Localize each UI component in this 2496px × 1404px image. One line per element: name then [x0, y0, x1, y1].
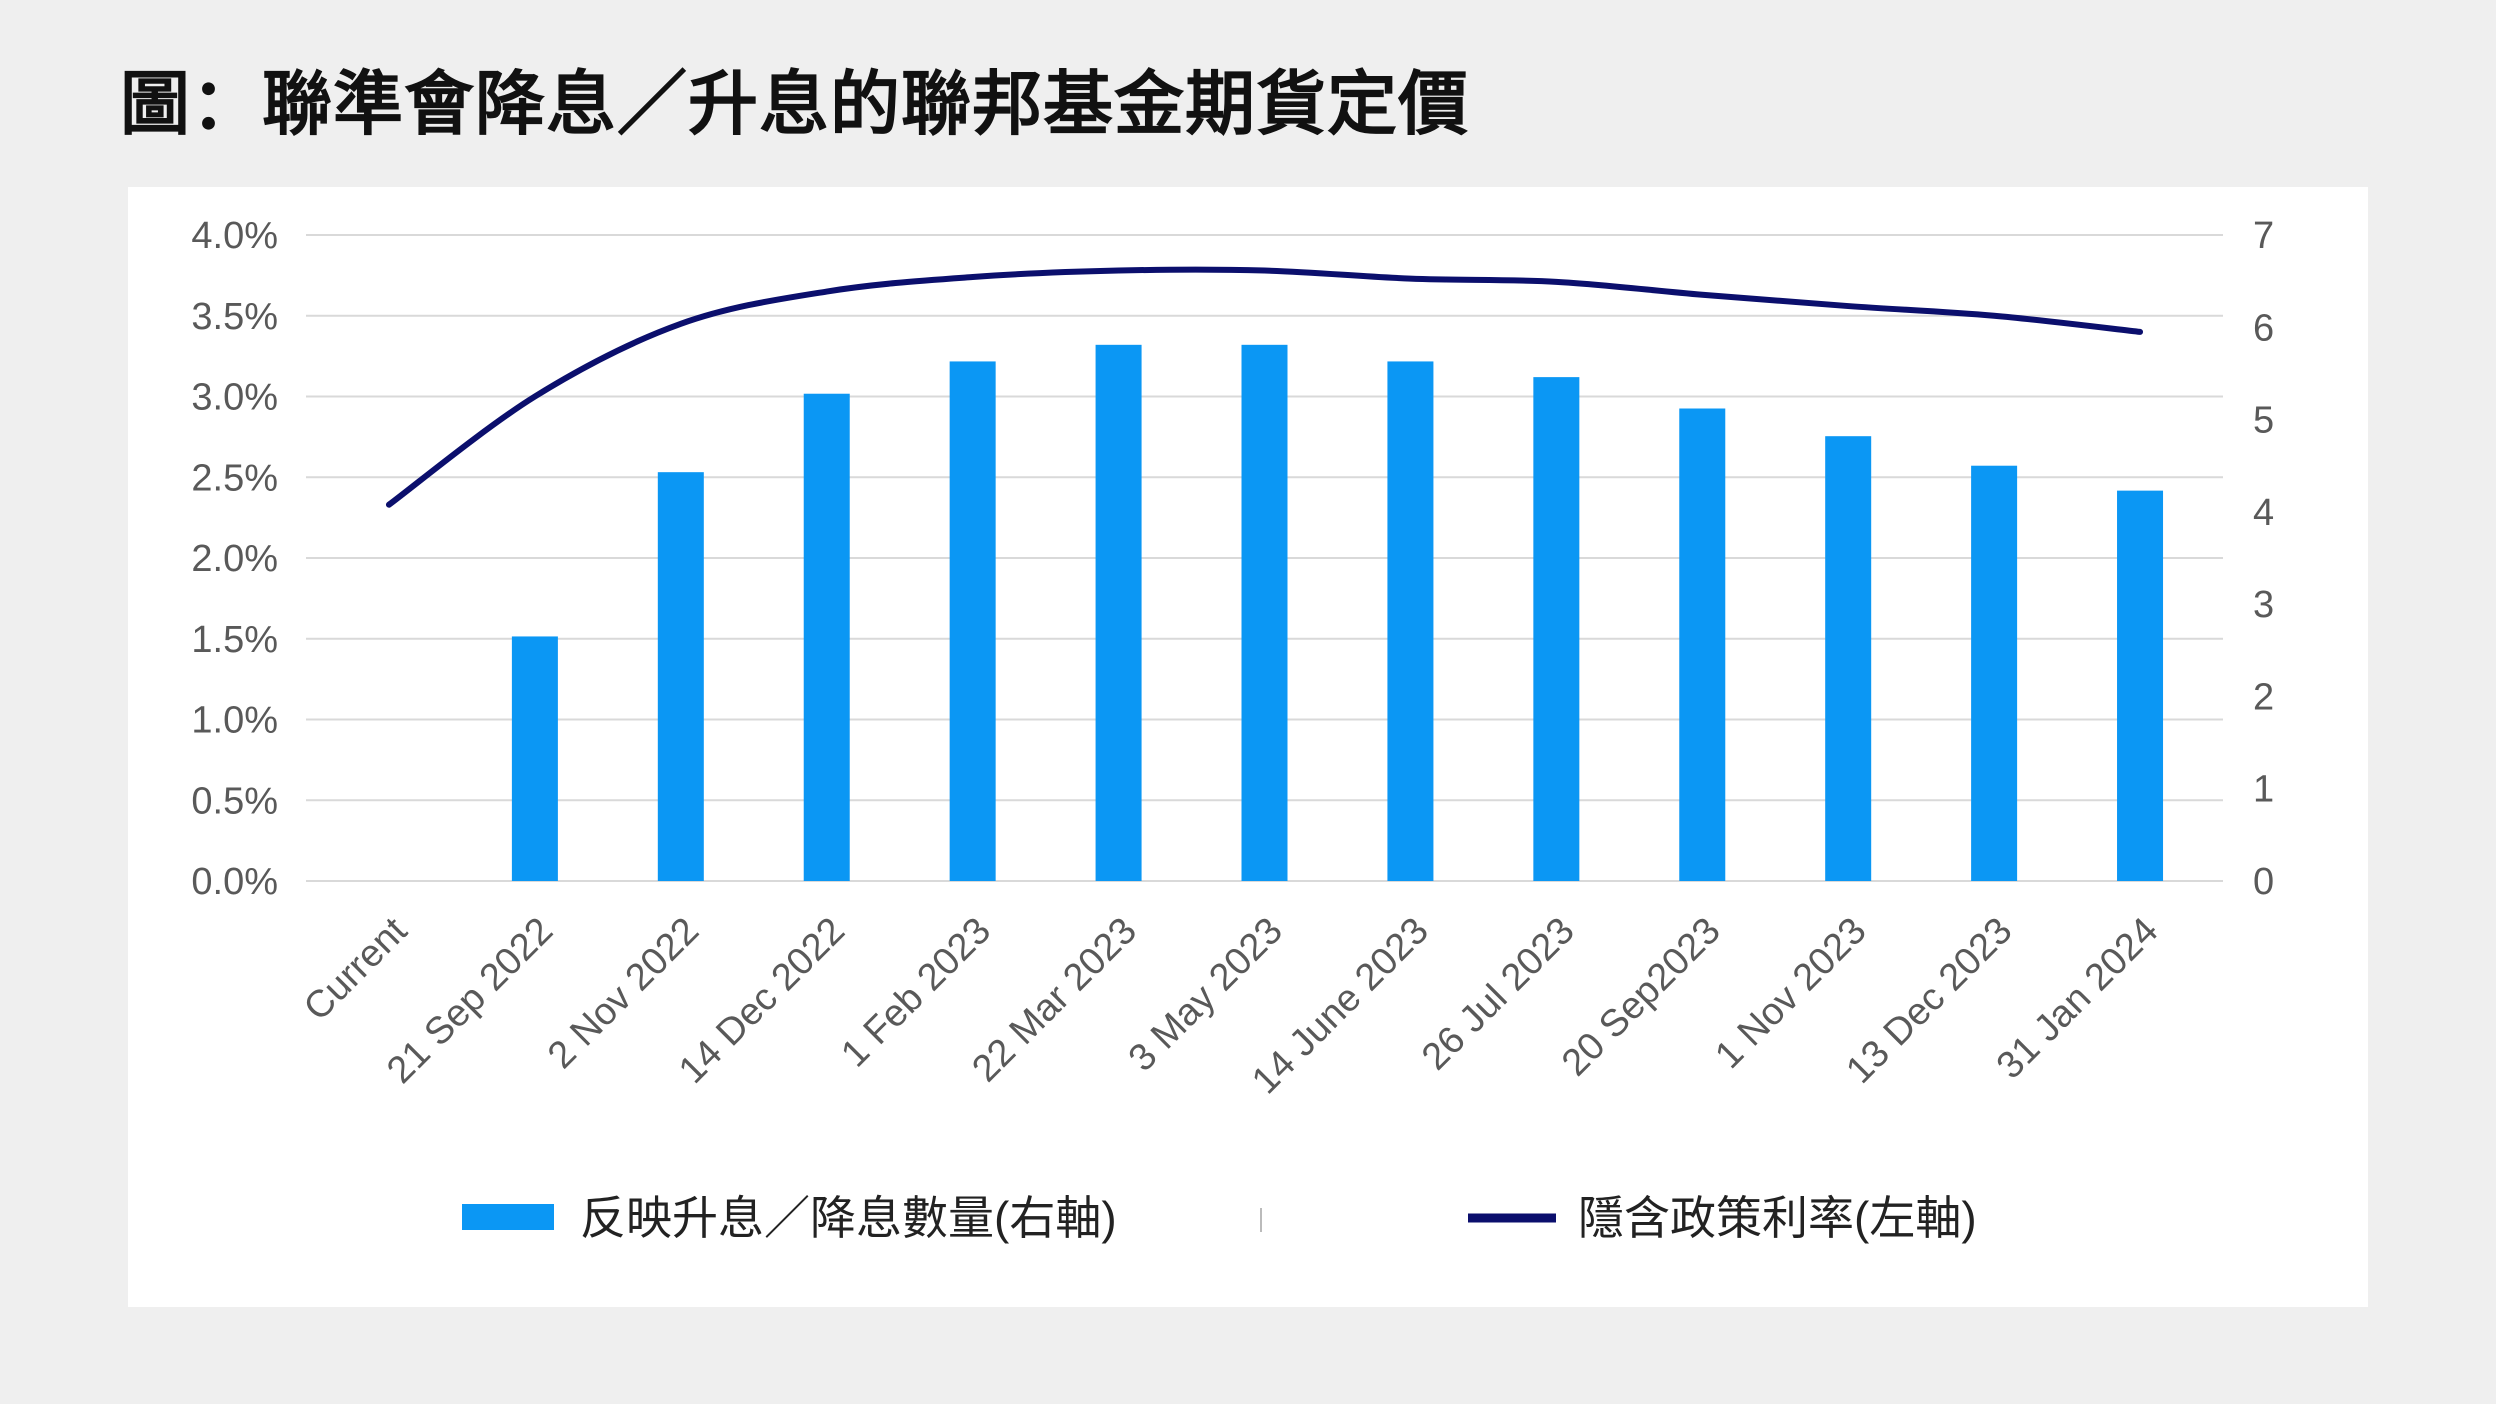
bar [1971, 465, 2018, 881]
x-tick-label: 20 Sep2023 [1554, 910, 1729, 1085]
bar [949, 361, 996, 882]
left-tick-label: 1.5% [191, 619, 278, 661]
bar [511, 636, 558, 881]
left-tick-label: 0.0% [191, 861, 278, 903]
bar [1095, 344, 1142, 881]
bar [1533, 377, 1580, 881]
left-tick-label: 2.0% [191, 538, 278, 580]
legend-bar-swatch [462, 1204, 554, 1230]
chart-card: 0.0% 0.5% 1.0% 1.5% 2.0% 2.5% 3.0% 3.5% 4.0% 0 1 2… [128, 187, 2368, 1307]
page-title: 圖：聯準會降息／升息的聯邦基金期貨定價 [120, 63, 1469, 145]
left-tick-label: 3.5% [191, 296, 278, 338]
line-series [385, 266, 2144, 508]
left-tick-label: 3.0% [191, 377, 278, 419]
right-tick-label: 1 [2253, 769, 2274, 811]
bar [2117, 490, 2164, 881]
left-tick-label: 4.0% [191, 215, 278, 257]
left-tick-label: 0.5% [191, 780, 278, 822]
bar [657, 472, 704, 881]
left-axis: 0.0% 0.5% 1.0% 1.5% 2.0% 2.5% 3.0% 3.5% 4.0% [191, 215, 278, 903]
x-tick-label: Current [296, 909, 416, 1029]
right-tick-label: 7 [2253, 215, 2274, 257]
rate-chart: 0.0% 0.5% 1.0% 1.5% 2.0% 2.5% 3.0% 3.5% 4.0% 0 1 2… [191, 215, 2274, 1244]
legend: 反映升息／降息數量(右軸) 隱含政策利率(左軸) [462, 1192, 1977, 1244]
bar [1825, 436, 1872, 881]
bar [803, 393, 850, 881]
bar [1679, 408, 1726, 881]
bar [1387, 361, 1434, 882]
right-tick-label: 5 [2253, 400, 2274, 442]
legend-line-label: 隱含政策利率(左軸) [1578, 1192, 1977, 1244]
right-tick-label: 0 [2253, 861, 2274, 903]
right-tick-label: 6 [2253, 307, 2274, 349]
legend-bar-label: 反映升息／降息數量(右軸) [580, 1192, 1117, 1244]
right-tick-label: 2 [2253, 676, 2274, 718]
left-tick-label: 2.5% [191, 457, 278, 499]
bar [1241, 344, 1288, 881]
right-tick-label: 4 [2253, 492, 2274, 534]
policy-rate-line [385, 266, 2144, 508]
right-axis: 0 1 2 3 4 5 6 7 [2253, 215, 2274, 903]
right-tick-label: 3 [2253, 584, 2274, 626]
left-tick-label: 1.0% [191, 700, 278, 742]
bar-series [511, 344, 2164, 882]
